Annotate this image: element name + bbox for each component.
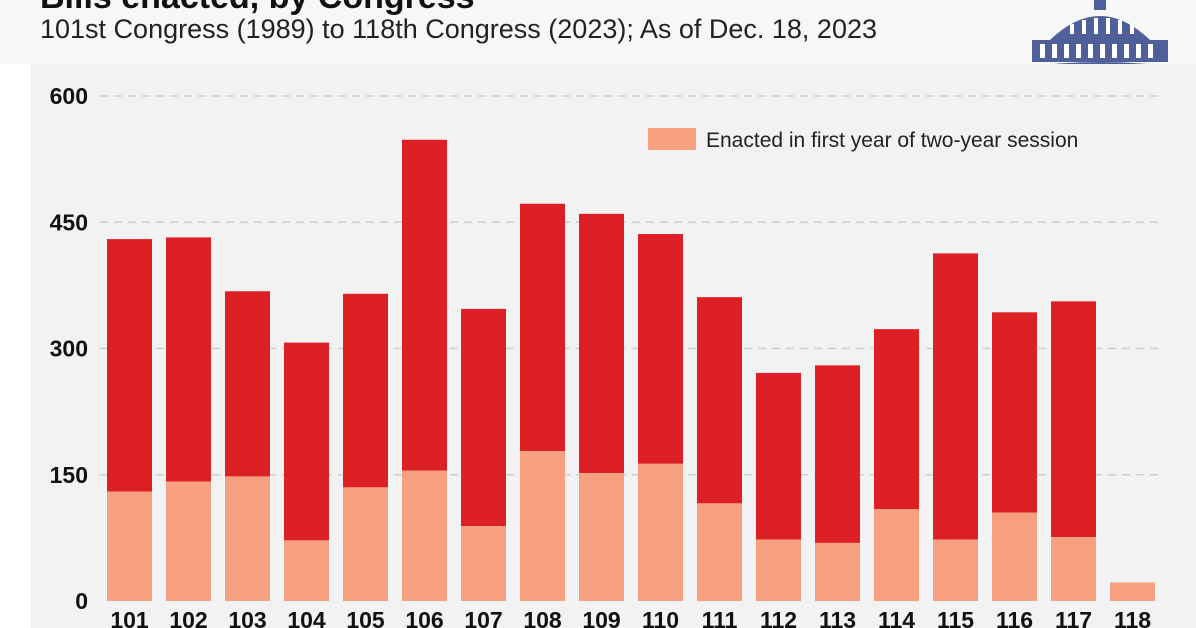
x-tick-label: 112: [760, 607, 797, 628]
bar-first-year-112: [756, 539, 801, 601]
bar-total-117: [1051, 301, 1096, 538]
bar-total-103: [225, 291, 270, 477]
bar-first-year-111: [697, 503, 742, 601]
legend: Enacted in first year of two-year sessio…: [648, 128, 1078, 152]
x-tick-label: 110: [642, 607, 679, 628]
bar-total-108: [520, 203, 565, 452]
bar-total-115: [933, 253, 978, 540]
bar-total-102: [166, 237, 211, 482]
y-tick-label: 0: [75, 588, 88, 614]
x-tick-label: 107: [464, 607, 502, 628]
bar-total-113: [815, 365, 860, 543]
bar-total-112: [756, 372, 801, 540]
header-band: [0, 0, 1196, 64]
y-tick-label: 450: [50, 209, 88, 235]
bar-total-107: [461, 308, 506, 527]
bars: [107, 139, 1155, 601]
bar-total-109: [579, 213, 624, 474]
bar-first-year-114: [874, 509, 919, 601]
bar-first-year-116: [992, 512, 1037, 601]
x-tick-label: 111: [702, 607, 738, 628]
legend-swatch-first-year: [648, 128, 696, 150]
x-tick-label: 113: [819, 607, 856, 628]
bar-first-year-101: [107, 491, 152, 601]
x-tick-label: 118: [1114, 607, 1151, 628]
x-tick-label: 103: [228, 607, 266, 628]
bar-total-116: [992, 312, 1037, 513]
x-tick-label: 114: [878, 607, 915, 628]
bar-first-year-104: [284, 540, 329, 601]
bar-first-year-117: [1051, 537, 1096, 601]
y-tick-label: 150: [50, 462, 88, 488]
bar-total-104: [284, 342, 329, 541]
bar-total-114: [874, 329, 919, 510]
bar-first-year-118: [1110, 582, 1155, 601]
y-tick-label: 300: [50, 336, 88, 362]
bar-first-year-115: [933, 539, 978, 601]
bar-first-year-105: [343, 487, 388, 601]
x-tick-label: 117: [1055, 607, 1092, 628]
x-tick-label: 116: [996, 607, 1033, 628]
x-tick-label: 108: [523, 607, 562, 628]
bar-first-year-103: [225, 476, 270, 601]
bar-total-106: [402, 139, 447, 471]
capitol-dome-icon: [1018, 0, 1182, 68]
bar-first-year-108: [520, 451, 565, 601]
chart-subtitle: 101st Congress (1989) to 118th Congress …: [40, 14, 877, 44]
gridlines: [100, 95, 1162, 476]
bar-first-year-109: [579, 473, 624, 601]
bar-total-110: [638, 234, 683, 464]
bar-first-year-106: [402, 470, 447, 601]
y-tick-label: 600: [50, 83, 88, 109]
y-axis-ticks: 0 150 300 450 600: [50, 83, 88, 614]
bar-total-101: [107, 239, 152, 492]
bar-first-year-113: [815, 542, 860, 601]
x-tick-label: 106: [405, 607, 443, 628]
x-tick-label: 105: [346, 607, 385, 628]
bar-first-year-102: [166, 481, 211, 601]
bar-total-111: [697, 297, 742, 504]
x-tick-label: 115: [937, 607, 974, 628]
x-tick-label: 109: [582, 607, 620, 628]
x-axis-ticks: 101 102 103 104 105 106 107 108 109 110 111 112 113 1…: [110, 607, 1151, 628]
chart-title: Bills enacted, by Congress: [40, 0, 475, 17]
x-tick-label: 102: [169, 607, 207, 628]
legend-label-first-year: Enacted in first year of two-year sessio…: [706, 129, 1078, 152]
x-tick-label: 101: [110, 607, 149, 628]
bar-first-year-107: [461, 526, 506, 601]
bar-total-105: [343, 293, 388, 488]
bar-first-year-110: [638, 463, 683, 601]
x-tick-label: 104: [287, 607, 326, 628]
